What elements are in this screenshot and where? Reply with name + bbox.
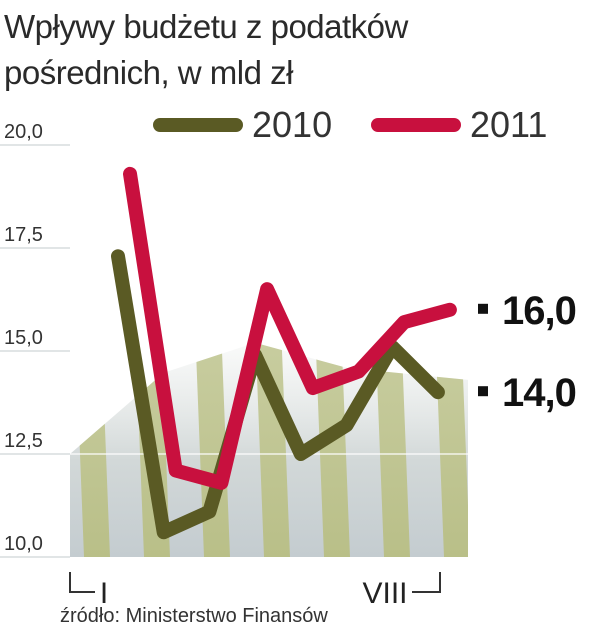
source-note: źródło: Ministerstwo Finansów bbox=[60, 605, 328, 627]
end-marker-2011 bbox=[478, 303, 488, 314]
stripe-group bbox=[70, 145, 590, 557]
legend: 2010 2011 bbox=[153, 104, 547, 145]
legend-label-2010: 2010 bbox=[252, 104, 332, 145]
y-tick-label: 17,5 bbox=[4, 224, 43, 246]
series-line-2010 bbox=[111, 249, 445, 540]
series-lines bbox=[111, 166, 457, 540]
x-tick-label: I bbox=[100, 577, 108, 610]
x-axis: I VIII bbox=[69, 572, 441, 610]
stripe bbox=[488, 145, 530, 557]
chart-title-line-1: Wpływy budżetu z podatków bbox=[4, 8, 408, 45]
y-tick-label: 15,0 bbox=[4, 327, 43, 349]
end-label-2011: 16,0 bbox=[502, 289, 576, 333]
x-tick-label: VIII bbox=[362, 577, 407, 610]
chart-title: Wpływy budżetu z podatków pośrednich, w … bbox=[4, 4, 594, 96]
end-marker-2010 bbox=[478, 386, 488, 397]
y-tick-label: 12,5 bbox=[4, 430, 43, 452]
x-axis-bracket-right bbox=[412, 572, 441, 593]
x-axis-bracket-left bbox=[69, 572, 95, 593]
plot-background bbox=[70, 145, 590, 557]
end-labels: 14,0 16,0 bbox=[478, 289, 577, 415]
legend-label-2011: 2011 bbox=[470, 104, 547, 145]
y-tick-label: 10,0 bbox=[4, 533, 43, 555]
end-label-2010: 14,0 bbox=[502, 371, 576, 415]
chart-title-line-2: pośrednich, w mld zł bbox=[4, 54, 293, 91]
stripe bbox=[548, 145, 590, 557]
y-axis: 20,0 17,5 15,0 12,5 10,0 bbox=[0, 121, 468, 558]
series-line-2011 bbox=[123, 166, 457, 490]
y-tick-label: 20,0 bbox=[4, 121, 43, 143]
